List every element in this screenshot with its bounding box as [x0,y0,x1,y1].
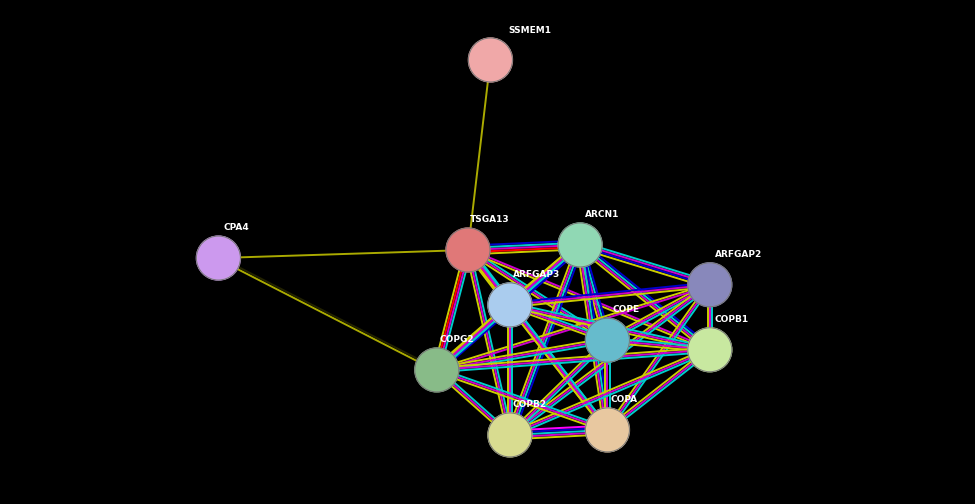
Text: COPG2: COPG2 [440,335,475,344]
Circle shape [196,236,241,280]
Circle shape [687,263,732,307]
Circle shape [488,283,532,327]
Text: COPE: COPE [612,305,640,314]
Text: ARFGAP3: ARFGAP3 [513,270,561,279]
Circle shape [488,413,532,457]
Text: TSGA13: TSGA13 [470,215,510,224]
Text: ARFGAP2: ARFGAP2 [715,250,762,259]
Text: CPA4: CPA4 [223,223,250,232]
Circle shape [468,38,513,82]
Text: COPB1: COPB1 [715,315,749,324]
Text: ARCN1: ARCN1 [585,210,619,219]
Text: COPB2: COPB2 [513,400,547,409]
Circle shape [414,348,459,392]
Text: SSMEM1: SSMEM1 [508,26,552,35]
Circle shape [558,223,603,267]
Circle shape [585,318,630,362]
Circle shape [585,408,630,452]
Circle shape [687,328,732,372]
Circle shape [446,228,490,272]
Text: COPA: COPA [610,395,638,404]
